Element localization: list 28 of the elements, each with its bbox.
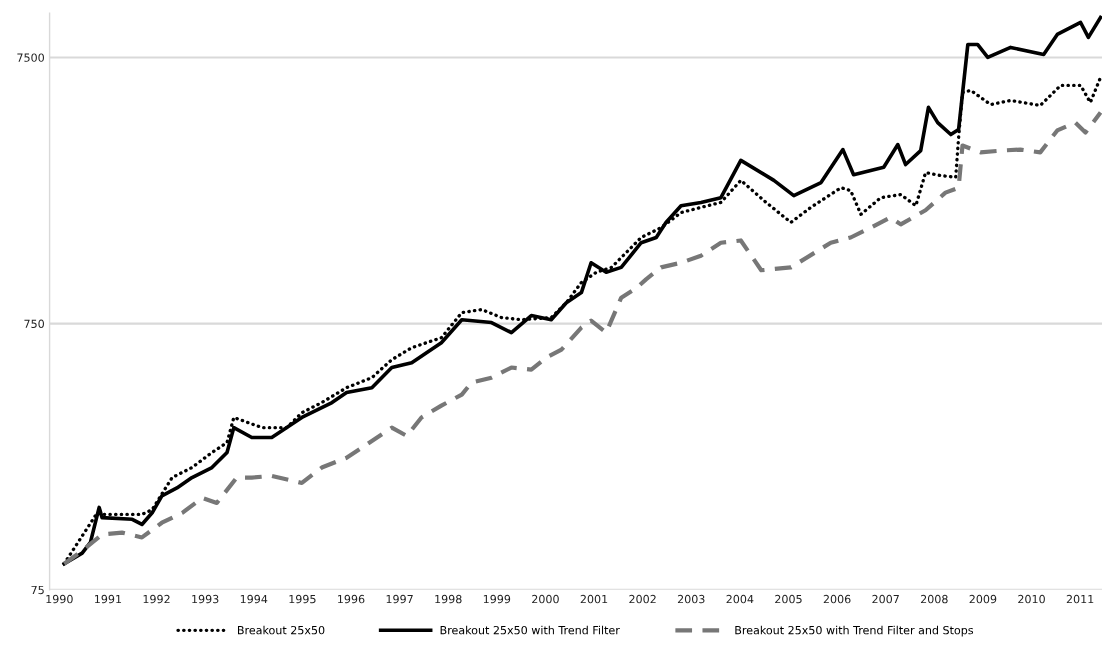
x-tick-label: 2008 bbox=[920, 594, 948, 604]
x-tick-label: 1999 bbox=[483, 594, 511, 604]
legend-label: Breakout 25x50 with Trend Filter and Stops bbox=[735, 625, 974, 637]
x-tick-label: 1995 bbox=[289, 594, 316, 604]
x-tick-label: 1992 bbox=[143, 594, 170, 604]
x-tick-label: 2002 bbox=[629, 594, 656, 604]
x-tick-label: 2005 bbox=[775, 594, 802, 604]
x-tick-label: 2009 bbox=[969, 594, 997, 604]
x-tick-label: 2001 bbox=[580, 594, 608, 604]
x-tick-label: 1996 bbox=[338, 594, 365, 604]
y-tick-label: 7500 bbox=[17, 53, 44, 62]
x-tick-label: 1993 bbox=[192, 594, 219, 604]
x-tick-label: 2004 bbox=[726, 594, 754, 604]
x-tick-label: 1994 bbox=[240, 594, 268, 604]
x-tick-label: 2007 bbox=[872, 594, 899, 604]
x-tick-label: 2011 bbox=[1066, 594, 1094, 604]
x-tick-label: 2003 bbox=[677, 594, 705, 604]
x-tick-label: 1990 bbox=[46, 594, 73, 604]
x-tick-label: 2000 bbox=[532, 594, 559, 604]
x-tick-label: 1998 bbox=[435, 594, 462, 604]
x-tick-label: 2006 bbox=[823, 594, 851, 604]
x-tick-label: 1991 bbox=[95, 594, 122, 604]
y-tick-label: 75 bbox=[31, 585, 44, 595]
x-tick-label: 1997 bbox=[386, 594, 413, 604]
x-tick-label: 2010 bbox=[1018, 594, 1045, 604]
y-tick-label: 750 bbox=[24, 319, 44, 329]
legend-label: Breakout 25x50 with Trend Filter bbox=[440, 625, 620, 635]
legend-label: Breakout 25x50 bbox=[238, 625, 325, 635]
